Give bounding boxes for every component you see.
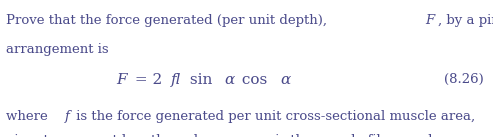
Text: α: α	[259, 134, 268, 137]
Text: α: α	[224, 73, 234, 87]
Text: is the force generated per unit cross-sectional muscle area,: is the force generated per unit cross-se…	[71, 110, 479, 123]
Text: arrangement is: arrangement is	[6, 43, 108, 56]
Text: is the muscle fiber angle.: is the muscle fiber angle.	[271, 134, 444, 137]
Text: cos: cos	[237, 73, 271, 87]
Text: f: f	[65, 110, 70, 123]
Text: where: where	[6, 110, 52, 123]
Text: sin: sin	[185, 73, 215, 87]
Text: fl: fl	[171, 73, 182, 87]
Text: = 2: = 2	[130, 73, 162, 87]
Text: (8.26): (8.26)	[444, 73, 484, 86]
Text: , by a pinnate muscle: , by a pinnate muscle	[437, 14, 493, 27]
Text: F: F	[425, 14, 435, 27]
Text: pinnate segment length, and: pinnate segment length, and	[6, 134, 202, 137]
Text: Prove that the force generated (per unit depth),: Prove that the force generated (per unit…	[6, 14, 331, 27]
Text: F: F	[116, 73, 127, 87]
Text: α: α	[280, 73, 290, 87]
